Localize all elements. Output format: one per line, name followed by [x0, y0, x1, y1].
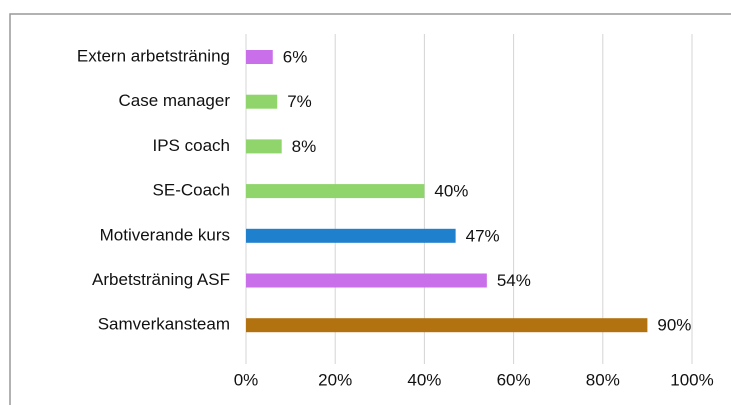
x-tick-label: 60% [497, 370, 531, 389]
data-label: 47% [466, 226, 500, 245]
x-tick-label: 100% [670, 370, 713, 389]
y-tick-label: IPS coach [153, 136, 231, 155]
bar [246, 139, 282, 154]
bar [246, 273, 487, 288]
x-tick-label: 20% [318, 370, 352, 389]
data-label: 7% [287, 92, 312, 111]
frame [9, 13, 731, 405]
data-label: 90% [657, 316, 691, 335]
bar [246, 228, 456, 243]
data-label: 8% [292, 137, 317, 156]
y-tick-label: Case manager [118, 91, 230, 110]
data-label: 6% [283, 47, 308, 66]
bar [246, 184, 425, 199]
bar [246, 94, 278, 109]
y-tick-label: Motiverande kurs [100, 225, 230, 244]
y-tick-label: Extern arbetsträning [77, 46, 230, 65]
x-tick-label: 80% [586, 370, 620, 389]
bar [246, 50, 273, 64]
y-tick-label: SE-Coach [153, 181, 230, 200]
data-label: 54% [497, 271, 531, 290]
bar [246, 318, 648, 333]
y-tick-label: Arbetsträning ASF [92, 270, 230, 289]
data-label: 40% [434, 182, 468, 201]
x-tick-label: 40% [407, 370, 441, 389]
y-tick-label: Samverkansteam [98, 315, 230, 334]
x-tick-label: 0% [234, 370, 259, 389]
